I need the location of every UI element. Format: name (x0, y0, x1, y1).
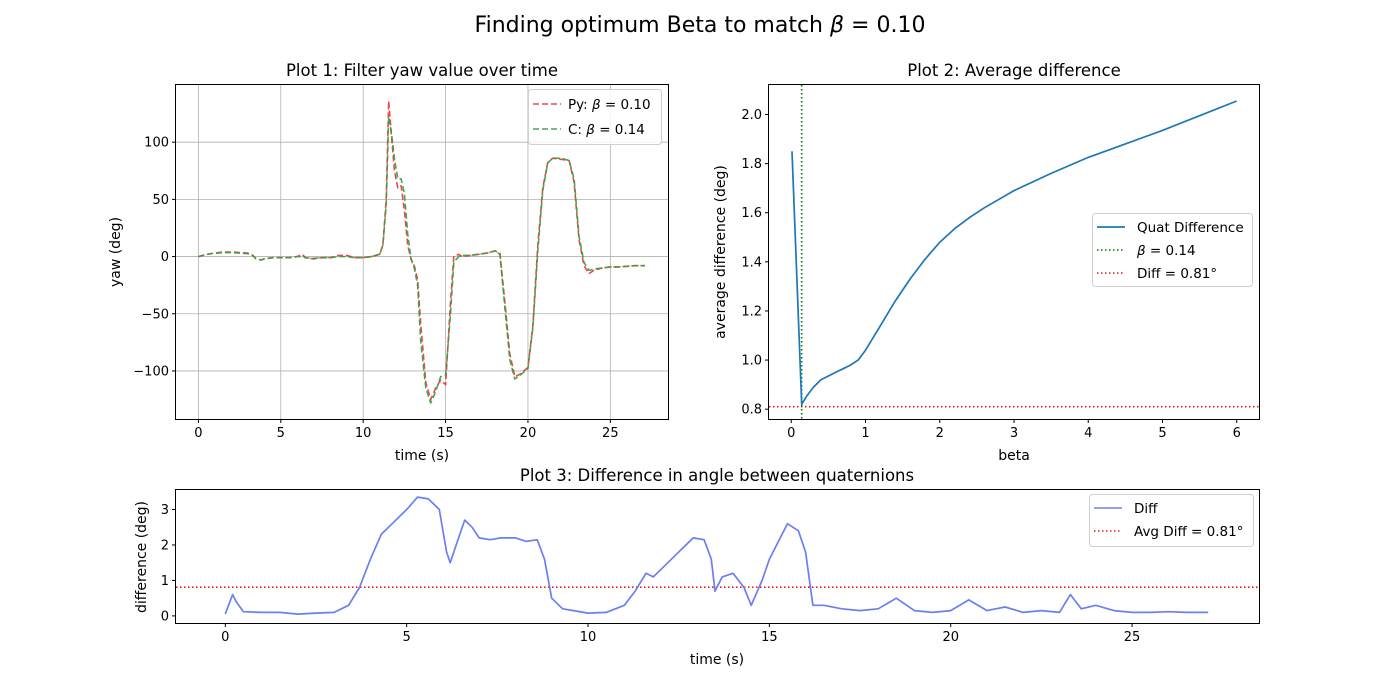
plot3-ylabel: difference (deg) (134, 501, 150, 613)
plot1-ytick-label: −50 (142, 307, 169, 322)
plot2-ytick-label: 1.4 (741, 255, 762, 270)
plot1-ytick-label: 100 (144, 136, 169, 151)
plot3-panel: Plot 3: Difference in angle between quat… (134, 466, 1260, 668)
plot2-xtick-label: 6 (1233, 426, 1241, 441)
plot1-ylabel: yaw (deg) (108, 217, 124, 287)
plot3-legend-label-diff: Diff (1134, 501, 1158, 517)
figure-suptitle: Finding optimum Beta to match β = 0.10 (475, 13, 926, 38)
plot2-legend: Quat Difference β = 0.14 Diff = 0.81° (1092, 213, 1253, 287)
plot3-xlabel: time (s) (690, 652, 744, 668)
plot2-xtick-label: 0 (787, 426, 795, 441)
plot2-legend-box (1092, 213, 1253, 287)
plot1-legend-box (528, 89, 662, 145)
plot2-ytick-label: 1.8 (741, 157, 762, 172)
plot1-xlabel: time (s) (395, 448, 449, 464)
plot1-ytick-label: 0 (161, 250, 169, 265)
plot1-legend: Py: β = 0.10 C: β = 0.14 (528, 89, 662, 145)
plot1-xtick-label: 0 (194, 426, 202, 441)
plot3-xtick-label: 0 (221, 630, 229, 645)
plot2-series-0-line (791, 100, 1238, 406)
plot2-ytick-label: 1.6 (741, 206, 762, 221)
plot2-ytick-label: 1.2 (741, 304, 762, 319)
plot2-xtick-label: 4 (1084, 426, 1092, 441)
plot2-xtick-label: 2 (936, 426, 944, 441)
plot3-ytick-label: 2 (161, 538, 169, 553)
plot2-xtick-label: 1 (861, 426, 869, 441)
plot3-title: Plot 3: Difference in angle between quat… (520, 466, 914, 485)
plot1-legend-label-c: C: β = 0.14 (568, 122, 645, 138)
plot2-xlabel: beta (998, 448, 1030, 464)
plot3-xtick-label: 15 (761, 630, 778, 645)
plot2-frame (768, 84, 1260, 420)
plot2-xtick-label: 3 (1010, 426, 1018, 441)
plot2-ytick-label: 1.0 (741, 354, 762, 369)
plot1-xtick-label: 25 (602, 426, 619, 441)
plot3-ytick-label: 3 (161, 503, 169, 518)
plot1-legend-label-py: Py: β = 0.10 (568, 97, 651, 113)
plot3-xtick-label: 25 (1124, 630, 1141, 645)
plot3-frame (175, 489, 1260, 624)
plot2-legend-label-quat: Quat Difference (1137, 220, 1244, 236)
plot1-series-1-line (198, 116, 645, 404)
plot3-xtick-label: 5 (403, 630, 411, 645)
plot3-legend-box (1089, 494, 1254, 547)
plot3-xtick-label: 20 (942, 630, 959, 645)
plot2-ylabel: average difference (deg) (713, 165, 729, 339)
plot2-xtick-label: 5 (1158, 426, 1166, 441)
plot1-xtick-label: 20 (520, 426, 537, 441)
plot1-ytick-label: −100 (133, 364, 169, 379)
plot2-legend-label-diff: Diff = 0.81° (1137, 266, 1217, 282)
plot3-legend-label-avg: Avg Diff = 0.81° (1134, 524, 1243, 540)
plot2-legend-label-beta: β = 0.14 (1136, 243, 1196, 259)
plot3-legend: Diff Avg Diff = 0.81° (1089, 494, 1254, 547)
plot2-ytick-label: 2.0 (741, 108, 762, 123)
plot3-xtick-label: 10 (580, 630, 597, 645)
plot1-frame (175, 84, 669, 420)
plot3-ytick-label: 0 (161, 609, 169, 624)
plot2-ytick-label: 0.8 (741, 403, 762, 418)
plot1-title: Plot 1: Filter yaw value over time (286, 61, 558, 80)
plot2-panel: Plot 2: Average difference beta average … (713, 61, 1260, 464)
plot3-series-0-line (224, 496, 1209, 615)
plot1-xtick-label: 15 (437, 426, 454, 441)
plot1-xtick-label: 5 (277, 426, 285, 441)
plot1-panel: Plot 1: Filter yaw value over time time … (108, 61, 669, 464)
plot1-ytick-label: 50 (152, 193, 169, 208)
plot1-xtick-label: 10 (355, 426, 372, 441)
plot3-ytick-label: 1 (161, 574, 169, 589)
plot2-title: Plot 2: Average difference (907, 61, 1120, 80)
